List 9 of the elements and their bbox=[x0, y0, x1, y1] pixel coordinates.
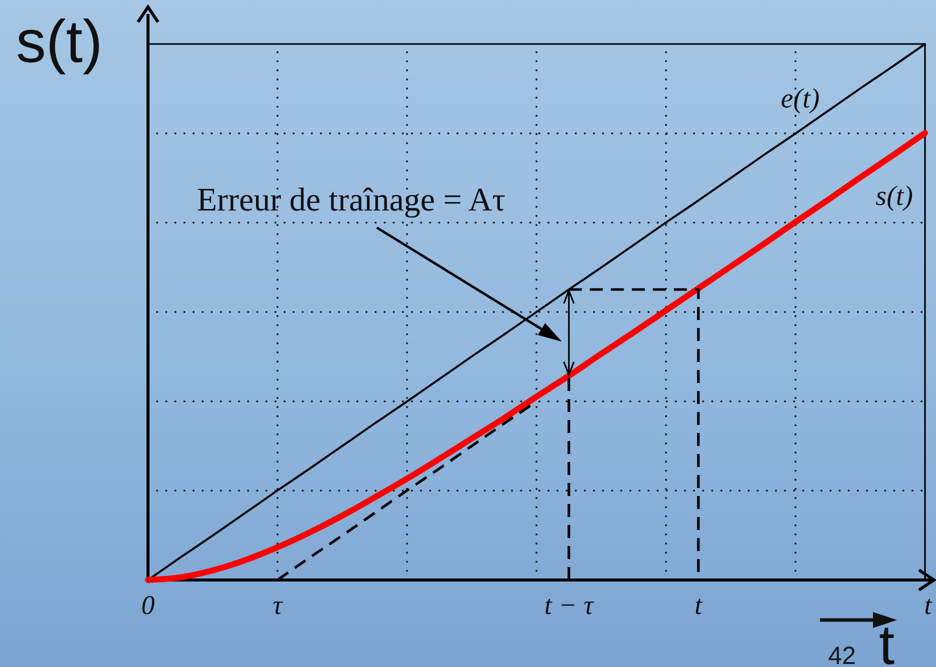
x-tick-label: t bbox=[694, 590, 704, 620]
x-tick-label: τ bbox=[272, 590, 284, 620]
y-axis-title: s(t) bbox=[16, 8, 103, 75]
x-tick-label: t − τ bbox=[544, 590, 595, 620]
text: 42 bbox=[828, 642, 856, 667]
series-label: e(t) bbox=[780, 83, 820, 114]
x-tick-label: 0 bbox=[141, 590, 156, 620]
series-label: s(t) bbox=[876, 180, 913, 212]
annotation: Erreur de traînage = Aτ bbox=[196, 182, 506, 219]
